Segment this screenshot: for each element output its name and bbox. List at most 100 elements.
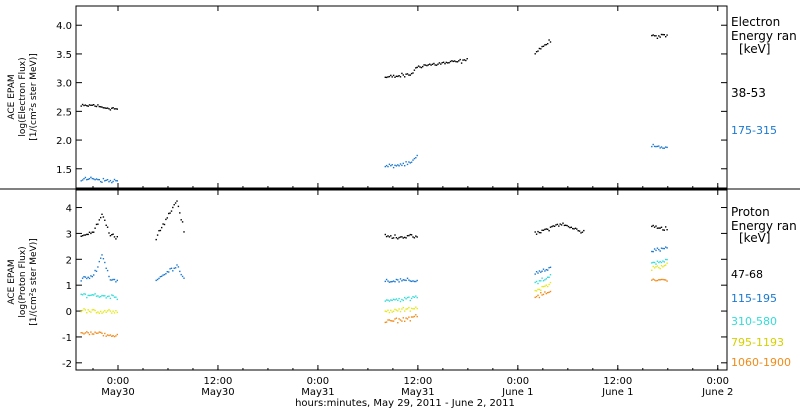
data-point bbox=[390, 235, 392, 237]
data-point bbox=[112, 278, 114, 281]
data-point bbox=[401, 308, 403, 310]
data-point bbox=[651, 279, 653, 281]
x-tick-time-label: 0:00 bbox=[707, 376, 729, 387]
data-point bbox=[666, 229, 668, 231]
data-point bbox=[549, 274, 552, 276]
data-point bbox=[88, 333, 91, 336]
data-point bbox=[385, 164, 388, 167]
data-point bbox=[538, 288, 541, 291]
data-point bbox=[406, 318, 409, 320]
data-point bbox=[406, 73, 409, 75]
data-point bbox=[91, 333, 93, 335]
data-point bbox=[410, 297, 413, 300]
data-point bbox=[452, 60, 454, 63]
data-point bbox=[448, 62, 450, 64]
data-point bbox=[652, 250, 654, 253]
data-point bbox=[155, 238, 157, 241]
x-tick-time-label: 12:00 bbox=[403, 376, 432, 387]
data-point bbox=[101, 332, 103, 334]
data-point bbox=[87, 309, 89, 311]
data-point bbox=[440, 63, 442, 65]
data-point bbox=[390, 281, 392, 283]
data-point bbox=[161, 275, 163, 277]
data-point bbox=[658, 248, 660, 251]
data-point bbox=[398, 308, 400, 310]
data-point bbox=[80, 293, 82, 295]
data-point bbox=[449, 60, 452, 63]
data-point bbox=[98, 331, 100, 333]
data-point bbox=[538, 231, 541, 234]
data-point bbox=[547, 269, 549, 271]
data-point bbox=[417, 65, 420, 67]
data-point bbox=[656, 279, 659, 282]
data-point bbox=[86, 179, 88, 181]
data-point bbox=[651, 34, 653, 37]
data-point bbox=[583, 229, 585, 232]
data-point bbox=[653, 261, 656, 264]
data-point bbox=[394, 164, 396, 166]
data-point bbox=[168, 271, 170, 273]
y-tick-label: 2 bbox=[66, 255, 72, 266]
data-point bbox=[108, 232, 110, 234]
data-point bbox=[405, 161, 407, 163]
data-point bbox=[408, 234, 410, 237]
data-point bbox=[413, 237, 416, 239]
data-point bbox=[662, 247, 664, 250]
data-point bbox=[405, 279, 407, 282]
data-point bbox=[666, 258, 668, 261]
data-point bbox=[183, 277, 185, 279]
data-point bbox=[401, 320, 403, 322]
data-point bbox=[410, 72, 413, 75]
data-point bbox=[544, 228, 546, 231]
data-point bbox=[413, 308, 416, 310]
data-point bbox=[537, 272, 539, 274]
data-point bbox=[113, 278, 116, 281]
legend-proton-115-195: 115-195 bbox=[731, 292, 777, 305]
data-point bbox=[458, 60, 460, 62]
data-point bbox=[534, 273, 536, 275]
data-point bbox=[81, 179, 84, 181]
data-point bbox=[665, 279, 667, 281]
data-point bbox=[391, 311, 393, 313]
data-point bbox=[172, 206, 174, 209]
data-point bbox=[542, 293, 545, 296]
data-point bbox=[104, 309, 106, 312]
y-tick-label: 2.0 bbox=[56, 136, 72, 147]
data-point bbox=[88, 310, 91, 313]
data-point bbox=[656, 37, 659, 39]
data-point bbox=[395, 278, 398, 281]
data-point bbox=[169, 212, 171, 214]
data-point bbox=[404, 76, 406, 78]
data-point bbox=[445, 61, 447, 64]
legend-proton-795-1193: 795-1193 bbox=[731, 336, 784, 349]
data-point bbox=[105, 107, 107, 109]
data-point bbox=[109, 109, 112, 111]
data-point bbox=[410, 234, 413, 236]
data-point bbox=[563, 224, 566, 227]
data-point bbox=[658, 279, 660, 281]
data-point bbox=[391, 280, 393, 283]
data-point bbox=[402, 306, 404, 309]
data-point bbox=[106, 295, 109, 298]
data-point bbox=[399, 310, 402, 313]
x-tick-date-label: June 1 bbox=[601, 387, 633, 398]
data-point bbox=[415, 67, 417, 69]
data-point bbox=[409, 310, 411, 312]
data-point bbox=[665, 226, 667, 228]
data-point bbox=[656, 260, 659, 262]
data-point bbox=[115, 238, 117, 240]
proton-legend-title-1: Proton bbox=[731, 205, 770, 219]
data-point bbox=[93, 333, 95, 335]
data-point bbox=[95, 178, 98, 180]
data-point bbox=[447, 62, 449, 64]
data-point bbox=[660, 265, 663, 267]
data-point bbox=[444, 63, 446, 65]
data-point bbox=[408, 279, 410, 281]
data-point bbox=[406, 308, 409, 310]
data-point bbox=[412, 236, 414, 238]
data-point bbox=[569, 226, 571, 229]
data-point bbox=[111, 294, 113, 296]
y-tick-label: 3.5 bbox=[56, 50, 72, 61]
data-point bbox=[93, 294, 95, 296]
data-point bbox=[106, 107, 109, 109]
